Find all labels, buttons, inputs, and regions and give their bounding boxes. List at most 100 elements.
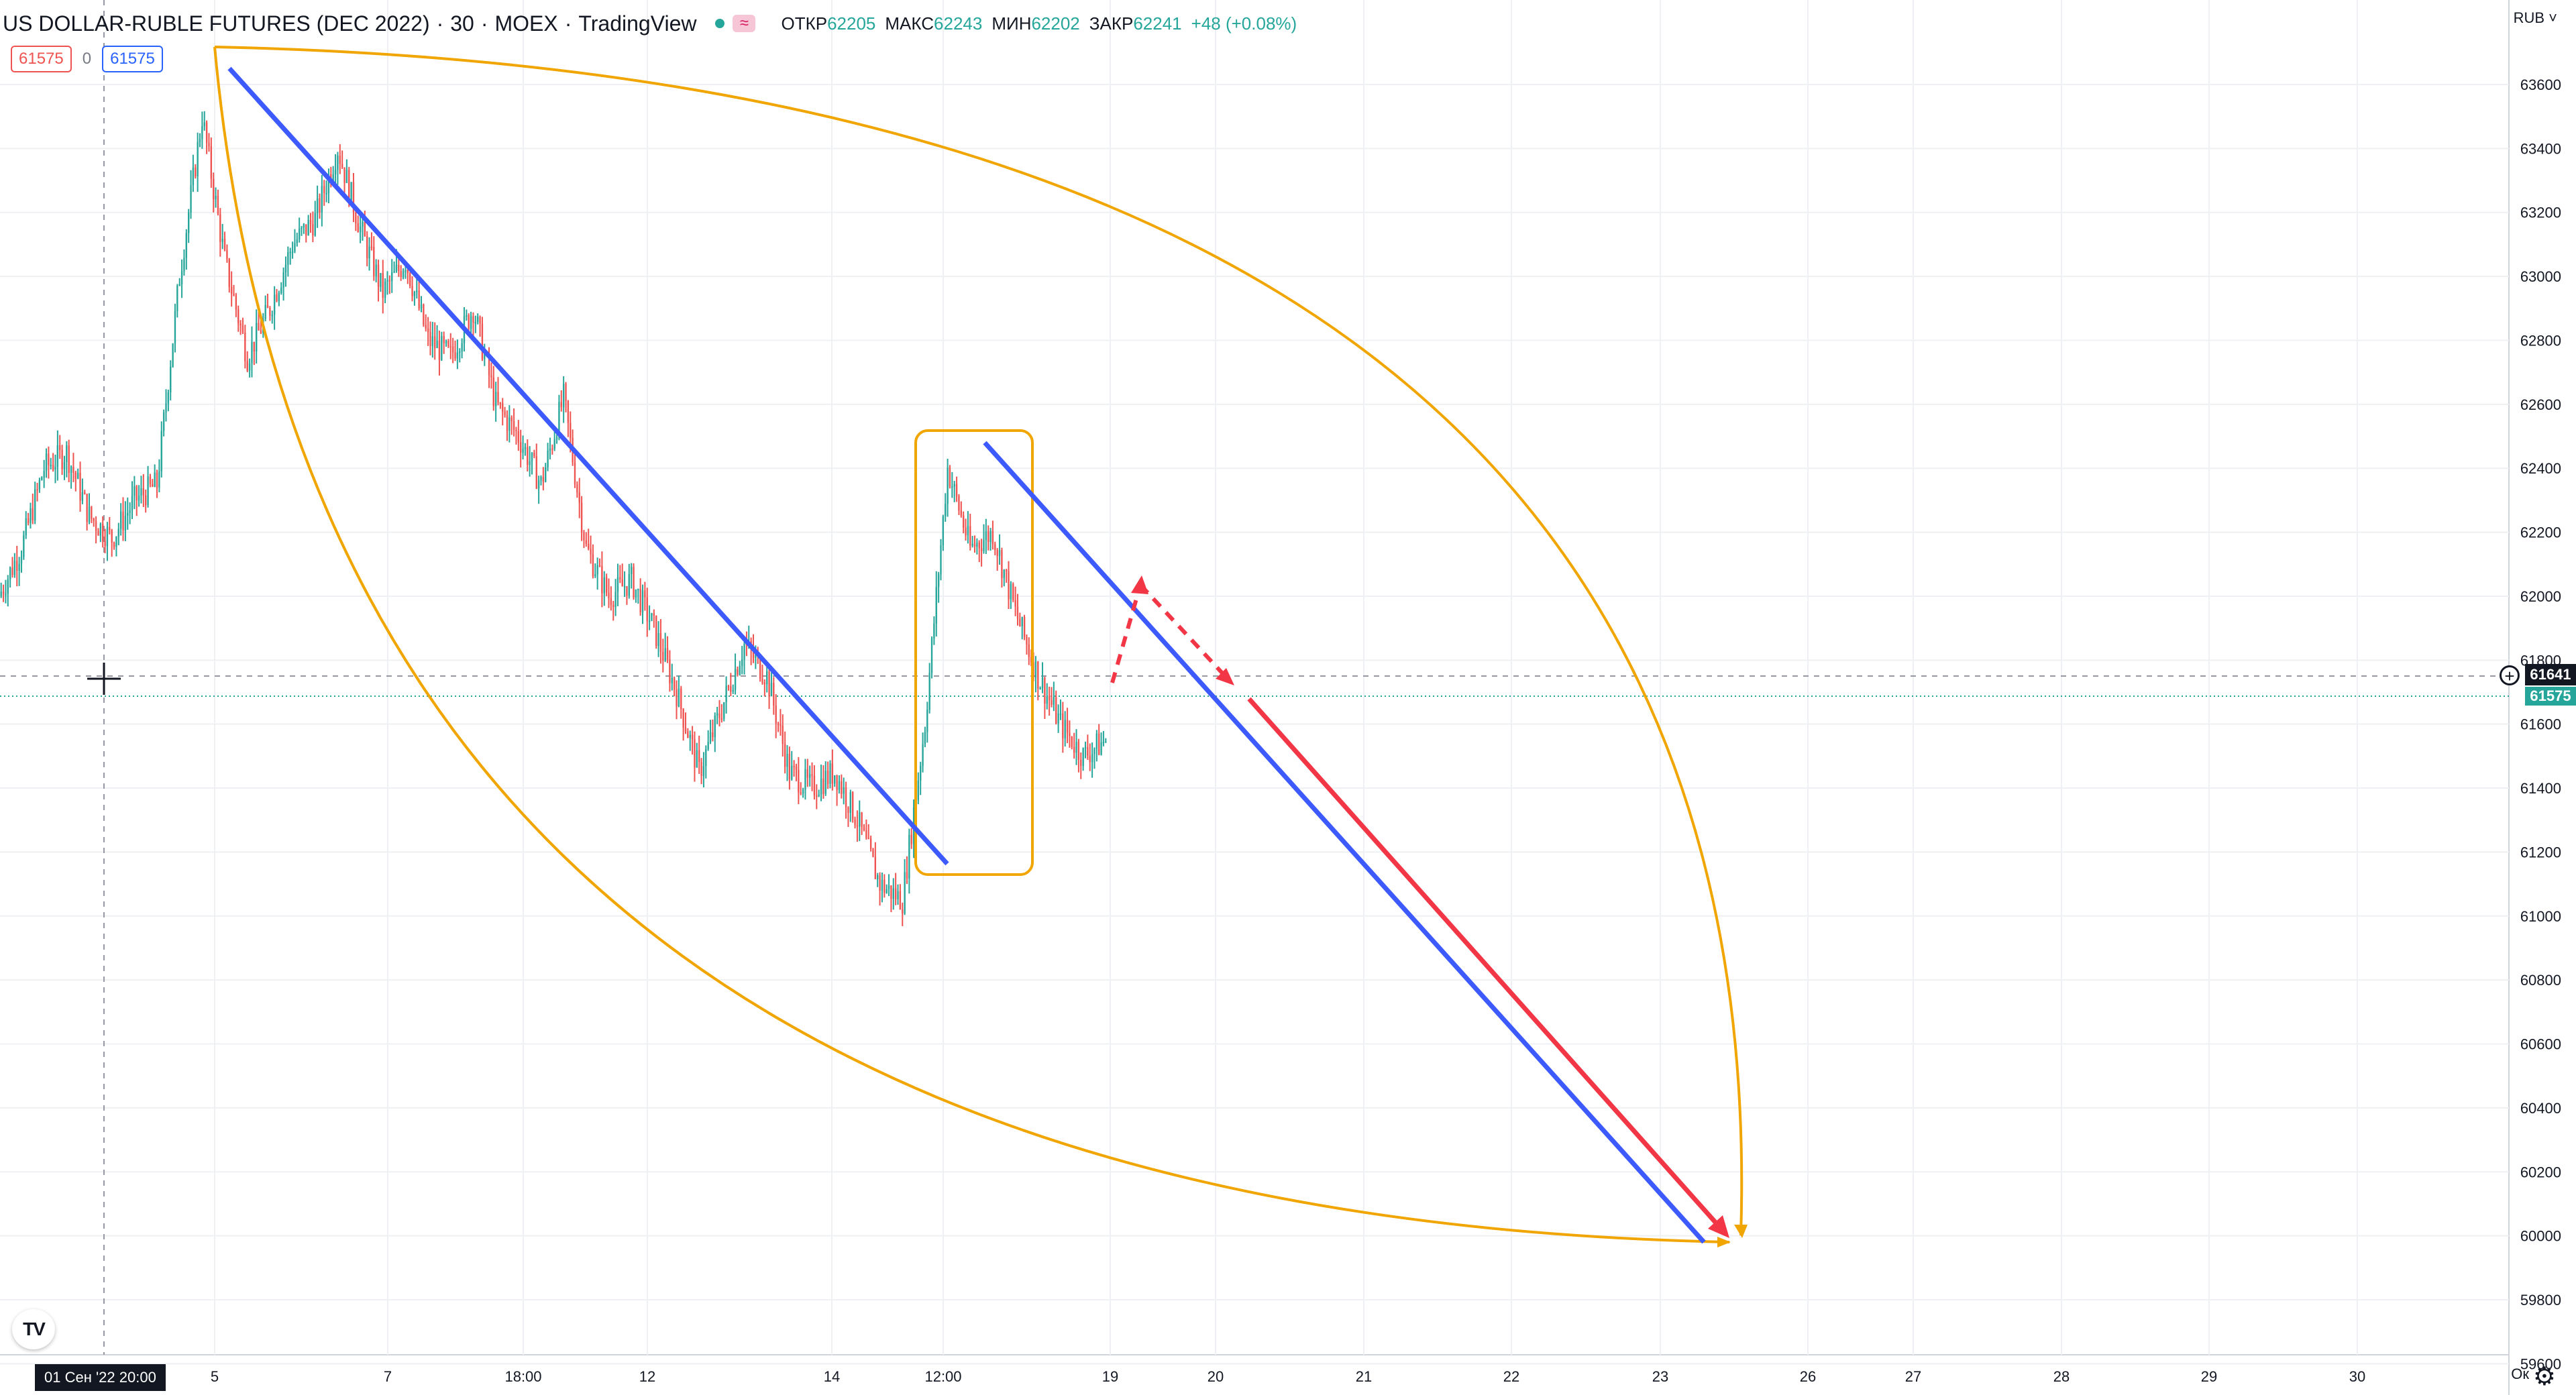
candle-body bbox=[219, 214, 221, 242]
candle-body bbox=[284, 264, 287, 273]
candle-body bbox=[99, 524, 102, 536]
currency-label: RUB bbox=[2513, 9, 2545, 26]
symbol-title[interactable]: US DOLLAR-RUBLE FUTURES (DEC 2022) bbox=[3, 11, 430, 36]
candle-body bbox=[115, 537, 117, 547]
candle-body bbox=[800, 792, 802, 794]
candle-body bbox=[1059, 713, 1062, 715]
candle-body bbox=[768, 671, 770, 697]
candle-body bbox=[402, 271, 405, 277]
candle-body bbox=[524, 447, 527, 449]
candle-body bbox=[95, 520, 97, 531]
candle-body bbox=[519, 442, 522, 453]
candle-body bbox=[849, 792, 851, 814]
candle-body bbox=[1037, 661, 1039, 689]
candle-body bbox=[93, 518, 95, 521]
candle-body bbox=[291, 251, 294, 253]
candle-body bbox=[560, 402, 562, 408]
candle-body bbox=[958, 496, 960, 511]
candle-body bbox=[755, 654, 757, 658]
candle-body bbox=[1023, 617, 1026, 637]
candle-body bbox=[605, 577, 608, 593]
candle-body bbox=[183, 258, 185, 272]
candle-body bbox=[822, 778, 824, 794]
candle-body bbox=[720, 718, 723, 720]
candle-body bbox=[423, 304, 425, 325]
candle-body bbox=[739, 665, 741, 675]
candle-body bbox=[558, 402, 560, 438]
spread-value: 0 bbox=[82, 50, 92, 68]
currency-selector[interactable]: RUB ˅ bbox=[2513, 9, 2557, 26]
candle-body bbox=[459, 351, 461, 353]
candle-body bbox=[418, 290, 420, 309]
candle-body bbox=[784, 744, 786, 767]
open-label: ОТКР bbox=[781, 13, 828, 34]
candle-body bbox=[705, 749, 707, 767]
price-tick-label: 60200 bbox=[2520, 1164, 2561, 1180]
price-tick-label: 62600 bbox=[2520, 396, 2561, 413]
crosshair-icon bbox=[87, 663, 121, 695]
tradingview-logo-icon[interactable]: TV bbox=[12, 1309, 55, 1349]
candle-body bbox=[176, 285, 178, 311]
candle-body bbox=[416, 290, 418, 292]
candle-body bbox=[447, 341, 449, 347]
candle-body bbox=[345, 170, 348, 183]
candle-body bbox=[215, 195, 217, 200]
candle-body bbox=[393, 271, 395, 273]
close-value: 62241 bbox=[1133, 13, 1182, 34]
candle-body bbox=[235, 295, 237, 310]
candle-body bbox=[27, 518, 30, 523]
buy-button[interactable]: 61575 bbox=[102, 46, 163, 72]
candle-body bbox=[1077, 742, 1080, 760]
candle-body bbox=[691, 734, 694, 740]
candle-body bbox=[641, 590, 644, 613]
candle-body bbox=[5, 594, 7, 596]
price-tick-label: 61400 bbox=[2520, 780, 2561, 797]
candle-body bbox=[502, 403, 504, 412]
candle-body bbox=[513, 421, 515, 430]
candle-body bbox=[86, 494, 88, 522]
candle-body bbox=[637, 589, 639, 591]
candle-body bbox=[549, 448, 551, 451]
trade-quantity-panel: 61575 0 61575 bbox=[11, 44, 163, 74]
market-status-dot[interactable] bbox=[715, 19, 725, 28]
interval-label[interactable]: 30 bbox=[450, 11, 474, 36]
candle-body bbox=[533, 452, 535, 457]
candle-body bbox=[881, 879, 883, 891]
candle-body bbox=[488, 353, 490, 376]
candle-body bbox=[662, 651, 664, 661]
candle-body bbox=[1082, 748, 1084, 767]
candle-body bbox=[20, 557, 23, 564]
sell-button[interactable]: 61575 bbox=[11, 46, 72, 72]
candle-body bbox=[429, 332, 431, 347]
candle-body bbox=[466, 315, 468, 317]
candle-body bbox=[628, 573, 630, 596]
gear-icon[interactable]: ⚙ bbox=[2532, 1363, 2556, 1391]
candle-body bbox=[287, 252, 289, 265]
candle-body bbox=[874, 856, 877, 879]
candle-body bbox=[192, 167, 195, 186]
candle-body bbox=[793, 765, 795, 767]
candle-body bbox=[780, 724, 782, 726]
candle-body bbox=[323, 186, 325, 193]
candle-body bbox=[845, 787, 847, 807]
add-alert-icon[interactable]: + bbox=[2500, 665, 2520, 685]
candle-body bbox=[133, 486, 136, 496]
candle-body bbox=[1062, 713, 1064, 738]
candle-body bbox=[732, 689, 734, 692]
candle-body bbox=[1051, 700, 1053, 705]
price-tick-label: 60000 bbox=[2520, 1228, 2561, 1245]
candle-body bbox=[348, 170, 350, 203]
candle-body bbox=[239, 323, 241, 326]
candle-body bbox=[777, 723, 780, 725]
candle-body bbox=[461, 343, 463, 352]
candle-body bbox=[454, 352, 456, 359]
candle-body bbox=[391, 272, 393, 282]
annotation-arrowhead-lower bbox=[1717, 1237, 1731, 1247]
candle-body bbox=[980, 548, 983, 551]
symbol-header: US DOLLAR-RUBLE FUTURES (DEC 2022) · 30 … bbox=[0, 0, 1306, 47]
bars-toggle-icon[interactable]: ≈ bbox=[733, 15, 756, 32]
candle-body bbox=[725, 685, 727, 703]
price-tick-label: 63400 bbox=[2520, 140, 2561, 157]
candle-body bbox=[152, 484, 154, 487]
